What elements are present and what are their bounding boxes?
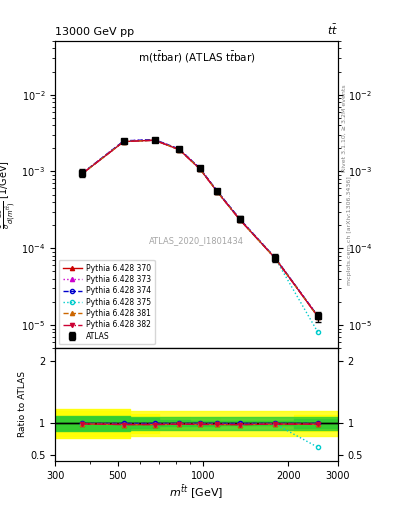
Line: Pythia 6.428 381: Pythia 6.428 381	[80, 138, 320, 319]
Pythia 6.428 374	[177, 146, 182, 152]
Text: ATLAS_2020_I1801434: ATLAS_2020_I1801434	[149, 236, 244, 245]
Pythia 6.428 381	[152, 137, 157, 143]
Y-axis label: Ratio to ATLAS: Ratio to ATLAS	[18, 372, 27, 437]
Bar	[55, 417, 338, 430]
Line: Pythia 6.428 370: Pythia 6.428 370	[80, 138, 320, 319]
Pythia 6.428 374	[273, 255, 277, 261]
Pythia 6.428 375	[198, 166, 202, 172]
Pythia 6.428 375	[215, 189, 220, 195]
Pythia 6.428 373	[237, 216, 242, 222]
Pythia 6.428 370	[215, 189, 220, 195]
Pythia 6.428 374	[121, 138, 126, 144]
Pythia 6.428 373	[198, 165, 202, 172]
Pythia 6.428 370	[237, 217, 242, 223]
Pythia 6.428 373	[121, 138, 126, 144]
Pythia 6.428 373	[273, 255, 277, 261]
Pythia 6.428 373	[177, 146, 182, 152]
Pythia 6.428 382	[121, 138, 126, 144]
Y-axis label: $\frac{1}{\sigma}\frac{d\sigma}{d(m^{t\bar{t}})}$ [1/GeV]: $\frac{1}{\sigma}\frac{d\sigma}{d(m^{t\b…	[0, 160, 18, 229]
Pythia 6.428 374	[152, 137, 157, 143]
Pythia 6.428 373	[215, 188, 220, 195]
Pythia 6.428 374	[80, 170, 85, 176]
Pythia 6.428 370	[121, 138, 126, 144]
Pythia 6.428 373	[80, 170, 85, 176]
Pythia 6.428 375	[121, 138, 126, 144]
Text: Rivet 3.1.10, ≥ 3.2M events: Rivet 3.1.10, ≥ 3.2M events	[342, 84, 346, 172]
Line: Pythia 6.428 373: Pythia 6.428 373	[80, 138, 320, 318]
Pythia 6.428 375	[316, 329, 320, 335]
Pythia 6.428 370	[177, 146, 182, 153]
Pythia 6.428 370	[316, 314, 320, 320]
Pythia 6.428 374	[237, 216, 242, 222]
Text: 13000 GeV pp: 13000 GeV pp	[55, 27, 134, 37]
Pythia 6.428 382	[316, 314, 320, 320]
Pythia 6.428 382	[152, 137, 157, 143]
Pythia 6.428 370	[152, 137, 157, 143]
Pythia 6.428 381	[316, 314, 320, 320]
Pythia 6.428 370	[273, 255, 277, 261]
Legend: Pythia 6.428 370, Pythia 6.428 373, Pythia 6.428 374, Pythia 6.428 375, Pythia 6: Pythia 6.428 370, Pythia 6.428 373, Pyth…	[59, 260, 154, 345]
Pythia 6.428 382	[198, 166, 202, 172]
Pythia 6.428 382	[177, 146, 182, 153]
Pythia 6.428 373	[152, 137, 157, 143]
Pythia 6.428 381	[177, 146, 182, 153]
Pythia 6.428 375	[237, 217, 242, 223]
Pythia 6.428 381	[215, 189, 220, 195]
Pythia 6.428 370	[198, 166, 202, 172]
Line: Pythia 6.428 375: Pythia 6.428 375	[80, 138, 320, 334]
Pythia 6.428 374	[198, 165, 202, 172]
Bar	[55, 411, 338, 436]
Pythia 6.428 382	[80, 170, 85, 177]
Pythia 6.428 382	[273, 255, 277, 261]
Pythia 6.428 374	[316, 313, 320, 319]
Text: m(t$\bar{t}$bar) (ATLAS t$\bar{t}$bar): m(t$\bar{t}$bar) (ATLAS t$\bar{t}$bar)	[138, 50, 255, 66]
Pythia 6.428 374	[215, 188, 220, 195]
Pythia 6.428 373	[316, 313, 320, 319]
Text: mcplots.cern.ch [arXiv:1306.3436]: mcplots.cern.ch [arXiv:1306.3436]	[347, 176, 352, 285]
Pythia 6.428 375	[152, 137, 157, 143]
Pythia 6.428 381	[273, 255, 277, 261]
Pythia 6.428 381	[121, 138, 126, 144]
Pythia 6.428 375	[177, 146, 182, 153]
Pythia 6.428 382	[215, 189, 220, 195]
Line: Pythia 6.428 382: Pythia 6.428 382	[80, 138, 320, 319]
Pythia 6.428 381	[237, 217, 242, 223]
X-axis label: $m^{\bar{t}t}$ [GeV]: $m^{\bar{t}t}$ [GeV]	[169, 483, 224, 501]
Text: $t\bar{t}$: $t\bar{t}$	[327, 23, 338, 37]
Pythia 6.428 381	[198, 166, 202, 172]
Pythia 6.428 370	[80, 170, 85, 177]
Pythia 6.428 375	[80, 170, 85, 177]
Pythia 6.428 375	[273, 255, 277, 261]
Pythia 6.428 382	[237, 217, 242, 223]
Pythia 6.428 381	[80, 170, 85, 177]
Line: Pythia 6.428 374: Pythia 6.428 374	[80, 138, 320, 318]
